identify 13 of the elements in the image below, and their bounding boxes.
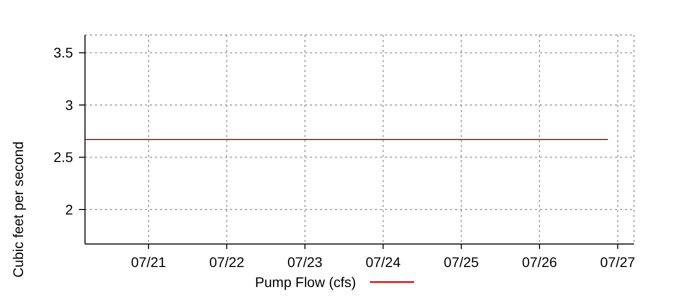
legend-label: Pump Flow (cfs) xyxy=(254,274,356,290)
x-tick-label: 07/27 xyxy=(600,254,636,270)
y-tick-label: 3.5 xyxy=(54,44,74,61)
x-tick-label: 07/24 xyxy=(366,254,401,270)
x-tick-label: 07/26 xyxy=(522,254,558,270)
x-tick-label: 07/22 xyxy=(209,254,244,270)
y-tick-label: 2.5 xyxy=(54,149,74,166)
x-tick-label: 07/23 xyxy=(287,254,323,270)
x-tick-label: 07/21 xyxy=(131,254,166,270)
y-axis-title: Cubic feet per second xyxy=(10,141,26,278)
y-tick-label: 3 xyxy=(65,96,74,113)
y-tick-label: 2 xyxy=(65,201,74,218)
x-tick-label: 07/25 xyxy=(444,254,480,270)
